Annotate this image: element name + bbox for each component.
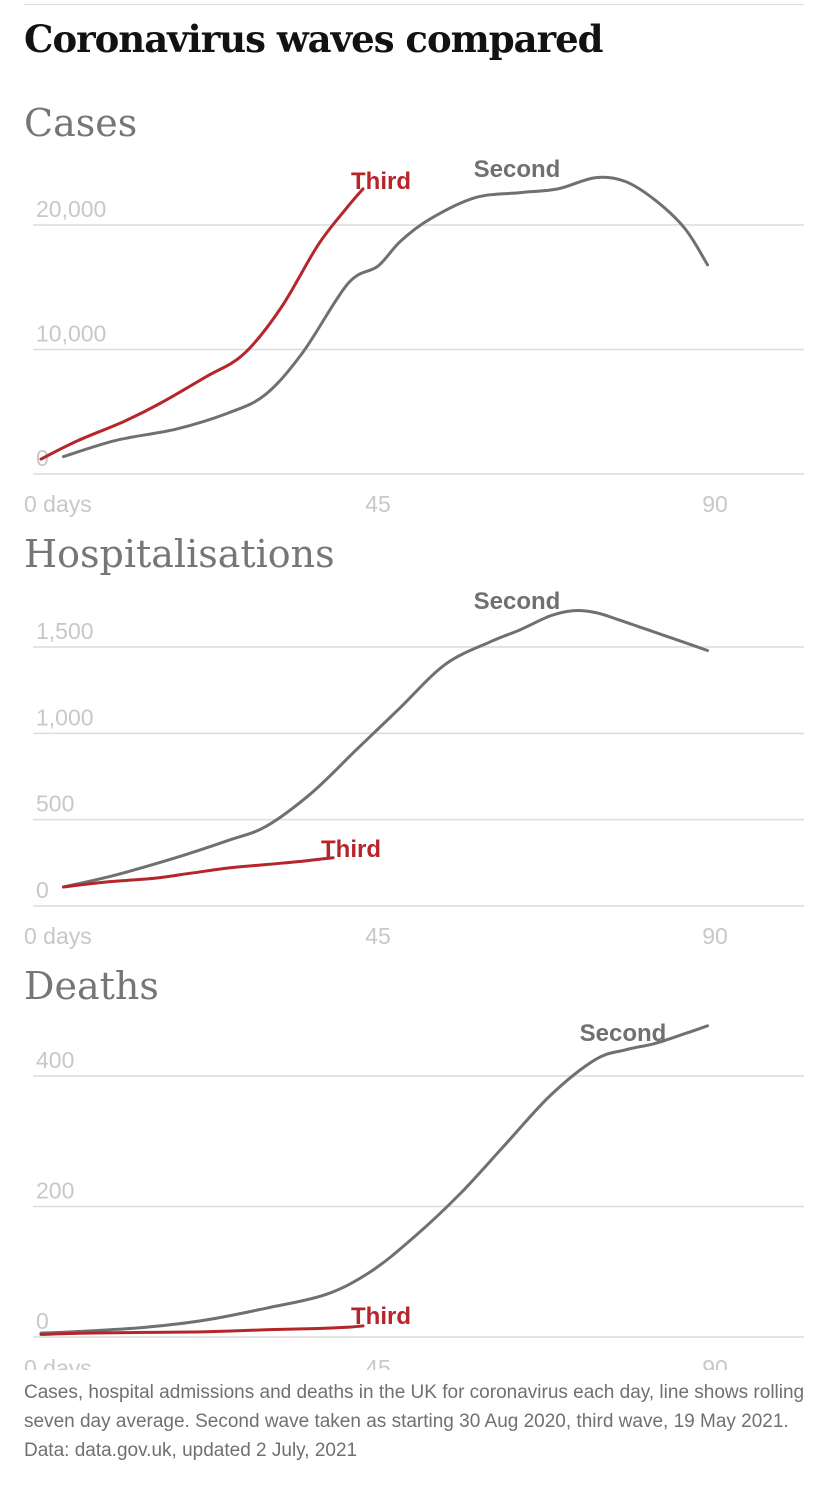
series-label-third: Third (351, 168, 411, 195)
x-tick-label: 0 days (24, 491, 92, 517)
y-tick-label: 500 (36, 791, 74, 817)
x-tick-label: 0 days (24, 923, 92, 949)
footnote: Cases, hospital admissions and deaths in… (24, 1382, 805, 1461)
series-label-second: Second (474, 156, 561, 183)
x-tick-label: 45 (365, 923, 391, 949)
y-tick-label: 200 (36, 1178, 74, 1204)
series-label-second: Second (580, 1020, 667, 1047)
x-tick-label: 90 (702, 491, 728, 517)
y-tick-label: 1,500 (36, 618, 94, 644)
y-tick-label: 10,000 (36, 321, 106, 347)
y-tick-label: 0 (36, 1308, 49, 1334)
y-tick-label: 400 (36, 1047, 74, 1073)
x-tick-label: 0 days (24, 1355, 92, 1370)
panel-title: Deaths (24, 964, 159, 1008)
y-tick-label: 20,000 (36, 196, 106, 222)
series-line-second (62, 175, 709, 459)
x-tick-label: 90 (702, 923, 728, 949)
panel-title: Hospitalisations (24, 532, 335, 576)
x-tick-label: 90 (702, 1355, 728, 1370)
series-line-third (39, 1324, 365, 1336)
x-tick-label: 45 (365, 491, 391, 517)
chart-title: Coronavirus waves compared (24, 17, 604, 61)
series-line-third (62, 856, 335, 889)
top-rule (24, 4, 804, 5)
panel-deaths: Deaths 0 200 400 0 days 45 90 Second Third (24, 964, 804, 1370)
y-tick-label: 0 (36, 877, 49, 903)
series-label-third: Third (351, 1303, 411, 1330)
series-label-second: Second (474, 588, 561, 615)
series-line-second (39, 1024, 709, 1335)
series-label-third: Third (321, 836, 381, 863)
x-tick-label: 45 (365, 1355, 391, 1370)
series-line-second (62, 609, 709, 889)
y-tick-label: 1,000 (36, 704, 94, 730)
panel-hospitalisations: Hospitalisations 0 500 1,000 1,500 0 days 45 90… (24, 532, 804, 949)
panel-title: Cases (24, 101, 137, 145)
series-line-third (39, 187, 365, 461)
